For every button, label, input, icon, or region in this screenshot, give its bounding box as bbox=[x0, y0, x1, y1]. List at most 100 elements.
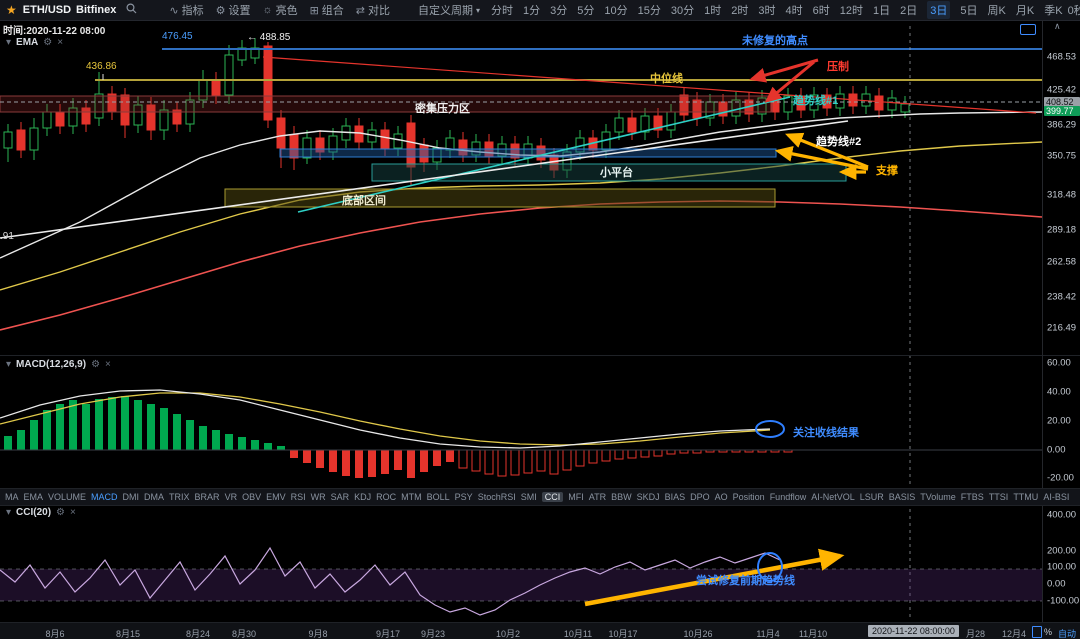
menu-row: ∿ 指标 ⚙ 设置 ☼ 亮色 ⊞ 组合 ⇄ 对比 bbox=[163, 2, 396, 18]
timeframe-1时[interactable]: 1时 bbox=[704, 5, 722, 17]
menu-item-组合[interactable]: ⊞ 组合 bbox=[310, 2, 344, 18]
tab-ATR[interactable]: ATR bbox=[588, 492, 607, 502]
tab-BRAR[interactable]: BRAR bbox=[194, 492, 220, 502]
collapse-icon[interactable] bbox=[1020, 24, 1036, 35]
tab-SMI[interactable]: SMI bbox=[520, 492, 537, 502]
timeframe-10分[interactable]: 10分 bbox=[604, 5, 628, 17]
tab-LSUR[interactable]: LSUR bbox=[859, 492, 884, 502]
tab-MFI[interactable]: MFI bbox=[568, 492, 584, 502]
gear-icon[interactable]: ⚙ bbox=[43, 37, 53, 48]
tab-BASIS[interactable]: BASIS bbox=[888, 492, 916, 502]
timeframe-3时[interactable]: 3时 bbox=[758, 5, 776, 17]
chevron-down-icon[interactable]: ▾ bbox=[6, 359, 12, 370]
annotation-trendline-1: 趋势线#1 bbox=[793, 95, 839, 107]
timeframe-3日[interactable]: 3日 bbox=[927, 1, 951, 19]
annotation-repair-trendline: 尝试修复前期趋势线 bbox=[696, 575, 795, 587]
tab-VOLUME[interactable]: VOLUME bbox=[48, 492, 87, 502]
timeframe-30分[interactable]: 30分 bbox=[670, 5, 695, 17]
tab-CCI[interactable]: CCI bbox=[541, 492, 564, 502]
menu-item-亮色[interactable]: ☼ 亮色 bbox=[262, 2, 297, 18]
tab-RSI[interactable]: RSI bbox=[290, 492, 306, 502]
timeframe-6时[interactable]: 6时 bbox=[812, 5, 830, 17]
tab-Position[interactable]: Position bbox=[732, 492, 765, 502]
cci-header: ▾ CCI(20) ⚙ × bbox=[6, 507, 76, 518]
timeframe-周K[interactable]: 周K bbox=[987, 5, 1006, 17]
timeframe-月K[interactable]: 月K bbox=[1015, 5, 1035, 17]
pane-separator[interactable] bbox=[0, 355, 1080, 356]
gear-icon[interactable]: ⚙ bbox=[56, 507, 66, 518]
menu-item-label: 指标 bbox=[181, 5, 204, 17]
tab-AI-NetVOL[interactable]: AI-NetVOL bbox=[811, 492, 855, 502]
percent-scale-button[interactable]: % bbox=[1044, 627, 1053, 637]
timeframe-5分[interactable]: 5分 bbox=[577, 5, 595, 17]
price-label-median: 436.86 bbox=[86, 61, 117, 72]
search-icon[interactable] bbox=[126, 3, 137, 17]
close-icon[interactable]: × bbox=[70, 507, 76, 518]
timeframe-分时[interactable]: 分时 bbox=[491, 5, 514, 17]
timeframe-季K[interactable]: 季K bbox=[1044, 5, 1063, 17]
cci-title: CCI(20) bbox=[16, 507, 52, 518]
chevron-down-icon[interactable]: ▾ bbox=[6, 507, 12, 518]
tab-TTMU[interactable]: TTMU bbox=[1013, 492, 1039, 502]
tab-BIAS[interactable]: BIAS bbox=[664, 492, 686, 502]
time-axis[interactable]: 2020-11-22 08:00:00 月28 12月4 % 自动 8月6 8月1… bbox=[0, 622, 1080, 639]
tab-AO[interactable]: AO bbox=[714, 492, 728, 502]
tab-DPO[interactable]: DPO bbox=[690, 492, 710, 502]
tab-MA[interactable]: MA bbox=[5, 492, 19, 502]
tab-VR[interactable]: VR bbox=[224, 492, 238, 502]
tab-KDJ[interactable]: KDJ bbox=[354, 492, 372, 502]
menu-item-设置[interactable]: ⚙ 设置 bbox=[216, 2, 251, 18]
calendar-icon[interactable] bbox=[1032, 626, 1042, 638]
timeframe-1分[interactable]: 1分 bbox=[523, 5, 541, 17]
tab-FTBS[interactable]: FTBS bbox=[960, 492, 984, 502]
tab-SAR[interactable]: SAR bbox=[330, 492, 350, 502]
tab-BBW[interactable]: BBW bbox=[611, 492, 632, 502]
tab-Fundflow[interactable]: Fundflow bbox=[769, 492, 807, 502]
zone-blue-band bbox=[279, 148, 777, 158]
tab-DMI[interactable]: DMI bbox=[122, 492, 140, 502]
timeframe-12时[interactable]: 12时 bbox=[839, 5, 864, 17]
tab-EMA[interactable]: EMA bbox=[23, 492, 44, 502]
annotation-support: 支撑 bbox=[876, 165, 898, 177]
tab-TVolume[interactable]: TVolume bbox=[920, 492, 956, 502]
menu-item-对比[interactable]: ⇄ 对比 bbox=[356, 2, 390, 18]
axis-chevron-up-icon[interactable]: ∧ bbox=[1054, 21, 1061, 31]
gear-icon[interactable]: ⚙ bbox=[91, 359, 101, 370]
tab-SKDJ[interactable]: SKDJ bbox=[636, 492, 660, 502]
timeframe-2日[interactable]: 2日 bbox=[900, 5, 918, 17]
menu-item-指标[interactable]: ∿ 指标 bbox=[169, 2, 203, 18]
timeframe-4时[interactable]: 4时 bbox=[785, 5, 803, 17]
time-label-nov28: 月28 bbox=[966, 629, 986, 639]
timeframe-2时[interactable]: 2时 bbox=[731, 5, 749, 17]
tab-MACD[interactable]: MACD bbox=[91, 492, 118, 502]
tab-DMA[interactable]: DMA bbox=[144, 492, 165, 502]
tab-TRIX[interactable]: TRIX bbox=[169, 492, 190, 502]
timeframe-1日[interactable]: 1日 bbox=[873, 5, 891, 17]
custom-period-button[interactable]: 自定义周期 ▾ bbox=[418, 5, 481, 17]
annotation-unrepaired-high: 未修复的高点 bbox=[742, 35, 808, 47]
tab-AI-BSI[interactable]: AI-BSI bbox=[1043, 492, 1070, 502]
tab-OBV[interactable]: OBV bbox=[242, 492, 262, 502]
favorite-star-icon[interactable]: ★ bbox=[6, 3, 17, 17]
axis-tick: 238.42 bbox=[1047, 291, 1077, 303]
chevron-down-icon[interactable]: ▾ bbox=[6, 37, 12, 48]
chart-canvas[interactable] bbox=[0, 20, 1042, 622]
auto-scale-button[interactable]: 自动 bbox=[1058, 629, 1077, 639]
tab-WR[interactable]: WR bbox=[310, 492, 326, 502]
axis-tick: 40.00 bbox=[1047, 386, 1071, 398]
timeframe-15分[interactable]: 15分 bbox=[637, 5, 661, 17]
tab-TTSI[interactable]: TTSI bbox=[988, 492, 1009, 502]
tab-BOLL[interactable]: BOLL bbox=[426, 492, 450, 502]
price-axis-border[interactable] bbox=[1042, 20, 1043, 622]
timeframe-3分[interactable]: 3分 bbox=[550, 5, 568, 17]
tab-EMV[interactable]: EMV bbox=[266, 492, 286, 502]
timeframe-5日[interactable]: 5日 bbox=[960, 5, 978, 17]
tab-ROC[interactable]: ROC bbox=[376, 492, 397, 502]
tab-PSY[interactable]: PSY bbox=[454, 492, 473, 502]
close-icon[interactable]: × bbox=[105, 359, 111, 370]
close-icon[interactable]: × bbox=[57, 37, 64, 48]
tab-MTM[interactable]: MTM bbox=[401, 492, 422, 502]
sun-icon: ☼ bbox=[262, 4, 273, 16]
tab-StochRSI[interactable]: StochRSI bbox=[477, 492, 516, 502]
